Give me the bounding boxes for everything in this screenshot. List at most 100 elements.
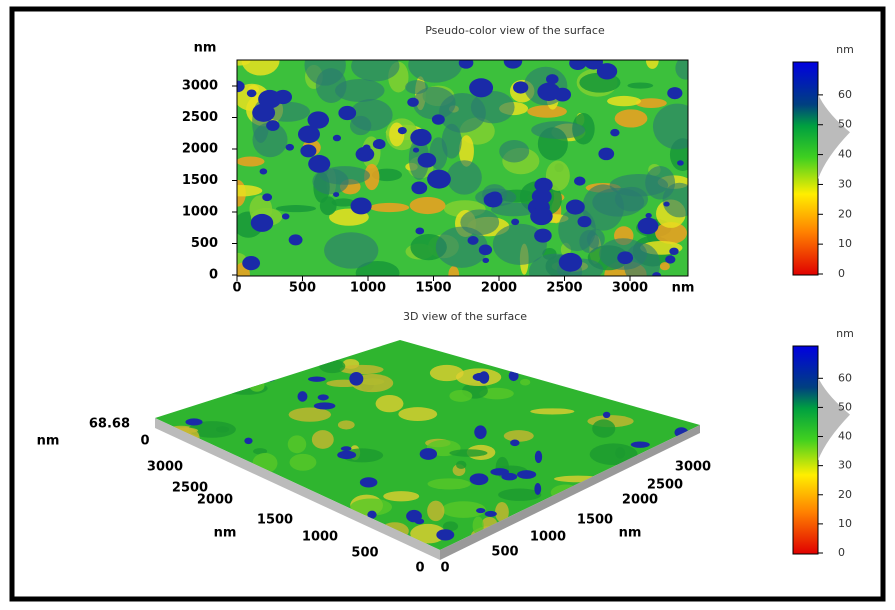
patch: [369, 202, 410, 213]
patch: [579, 230, 600, 254]
peak: [534, 450, 543, 464]
colorbar-tick-label: 50: [838, 400, 852, 413]
patch: [364, 163, 380, 191]
right-axis-tick-label: 3000: [675, 460, 711, 475]
pit: [513, 81, 529, 94]
patch: [589, 443, 638, 466]
y-tick-label: 2500: [182, 110, 218, 125]
patch: [627, 82, 654, 89]
pit: [534, 177, 553, 193]
height-max: 68.68: [89, 417, 130, 432]
right-axis-tick-label: 2000: [622, 493, 658, 508]
pit: [598, 147, 615, 161]
peak: [337, 450, 357, 460]
peak: [245, 381, 255, 388]
left-axis-tick-label: 500: [351, 546, 378, 561]
patch: [691, 542, 700, 550]
x-tick-label: 1500: [415, 281, 451, 296]
pit: [427, 169, 451, 189]
pit: [307, 111, 330, 129]
histogram: [818, 93, 850, 180]
patch: [288, 407, 332, 422]
top-title: Pseudo-color view of the surface: [425, 24, 605, 37]
peak: [164, 496, 172, 507]
left-axis-tick-label: 1000: [302, 530, 338, 545]
peak: [201, 382, 223, 390]
patch: [675, 60, 688, 80]
peak: [501, 472, 518, 481]
x-tick-label: 1000: [350, 281, 386, 296]
patch: [442, 521, 459, 532]
patch: [527, 105, 567, 118]
colorbar-tick-label: 10: [838, 237, 852, 250]
left-axis-tick-label: 1500: [257, 513, 293, 528]
pit: [431, 114, 445, 125]
patch: [412, 86, 456, 120]
pit: [482, 257, 490, 263]
patch: [657, 522, 699, 537]
patch: [427, 500, 445, 522]
pit: [469, 78, 494, 98]
peak: [340, 446, 352, 452]
peak: [317, 394, 329, 401]
patch: [659, 262, 670, 271]
colorbar-tick-label: 30: [838, 459, 852, 472]
patch: [249, 380, 265, 392]
x-tick-label: 2000: [481, 281, 517, 296]
pit: [355, 146, 375, 162]
peak: [349, 372, 364, 386]
pit: [534, 228, 552, 243]
patch: [472, 516, 484, 535]
patch: [172, 389, 203, 404]
pit: [558, 252, 583, 272]
patch: [607, 95, 641, 107]
patch: [371, 168, 403, 182]
peak: [308, 376, 326, 382]
x-tick-label: 500: [289, 281, 316, 296]
patch: [253, 448, 268, 455]
patch: [470, 90, 515, 124]
peak: [517, 470, 537, 479]
peak: [665, 524, 687, 533]
patch: [258, 348, 284, 356]
patch: [499, 140, 530, 163]
y-unit: nm: [194, 41, 217, 56]
pit: [274, 89, 292, 105]
pit: [411, 181, 428, 195]
pit: [300, 144, 317, 158]
colorbar-tick-label: 0: [838, 546, 845, 559]
pit: [332, 134, 342, 142]
colorbar-tick-label: 50: [838, 118, 852, 131]
peak: [301, 340, 321, 348]
peak: [155, 437, 166, 449]
left-axis-unit: nm: [214, 526, 237, 541]
peak: [206, 359, 214, 370]
patch: [349, 115, 372, 136]
patch: [530, 408, 575, 415]
histogram: [818, 377, 850, 461]
patch: [674, 537, 690, 550]
patch: [610, 483, 651, 492]
patch: [449, 449, 488, 457]
pit: [415, 227, 425, 235]
patch: [449, 389, 473, 402]
height-min: 0: [140, 434, 149, 449]
patch: [383, 491, 420, 502]
patch: [662, 182, 688, 218]
pit: [250, 213, 274, 232]
left-axis-tick-label: 2500: [172, 481, 208, 496]
peak: [246, 535, 264, 549]
patch: [350, 498, 392, 516]
patch: [498, 488, 542, 501]
colorbar-tick-label: 10: [838, 517, 852, 530]
right-axis-tick-label: 1000: [530, 530, 566, 545]
pit: [417, 152, 437, 168]
patch: [619, 359, 650, 380]
left-axis-tick-label: 2000: [197, 493, 233, 508]
patch: [656, 373, 700, 395]
patch: [460, 209, 500, 236]
x-tick-label: 2500: [546, 281, 582, 296]
patch: [284, 342, 328, 356]
peak: [259, 357, 269, 370]
